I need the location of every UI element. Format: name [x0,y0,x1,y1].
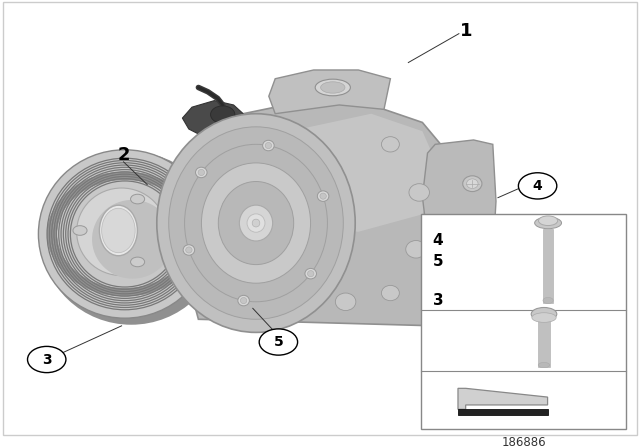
Ellipse shape [315,79,351,96]
Ellipse shape [531,307,557,321]
Text: 3: 3 [433,293,444,307]
Text: 1: 1 [460,22,472,39]
Polygon shape [269,70,390,114]
Polygon shape [224,114,442,232]
Ellipse shape [307,271,314,277]
Ellipse shape [317,191,329,202]
Ellipse shape [241,297,247,304]
Ellipse shape [196,167,207,178]
Ellipse shape [381,137,399,152]
Ellipse shape [169,127,343,319]
Ellipse shape [239,205,273,241]
Ellipse shape [99,205,138,256]
Ellipse shape [467,179,478,189]
Ellipse shape [265,142,271,149]
Ellipse shape [92,200,173,279]
Ellipse shape [538,216,557,225]
Text: 3: 3 [42,353,52,366]
Ellipse shape [186,247,192,253]
Ellipse shape [538,362,550,368]
Text: 186886: 186886 [501,436,546,448]
Ellipse shape [202,163,310,283]
Ellipse shape [321,82,345,93]
Ellipse shape [211,106,235,123]
FancyBboxPatch shape [421,214,626,429]
Polygon shape [422,140,496,267]
FancyBboxPatch shape [458,409,548,414]
Circle shape [518,173,557,199]
Ellipse shape [184,144,328,302]
Ellipse shape [543,297,553,304]
Ellipse shape [73,226,87,235]
Ellipse shape [532,313,556,323]
Text: 5: 5 [433,254,444,269]
Ellipse shape [157,114,355,332]
Ellipse shape [102,208,135,253]
Ellipse shape [218,181,294,265]
Ellipse shape [238,295,250,306]
Ellipse shape [247,214,265,232]
Circle shape [259,329,298,355]
Text: 4: 4 [532,179,543,193]
Text: 5: 5 [273,335,284,349]
Ellipse shape [305,268,316,279]
Ellipse shape [381,285,399,301]
Ellipse shape [131,257,145,267]
Ellipse shape [463,176,482,192]
Ellipse shape [252,219,260,227]
FancyBboxPatch shape [538,321,550,367]
Polygon shape [182,101,461,326]
Polygon shape [182,101,243,136]
Text: 4: 4 [433,233,444,248]
Ellipse shape [467,231,478,241]
Ellipse shape [463,228,482,244]
Ellipse shape [262,140,274,151]
Ellipse shape [409,184,429,201]
FancyBboxPatch shape [543,228,553,303]
Ellipse shape [198,169,205,176]
Ellipse shape [42,152,221,325]
Ellipse shape [38,150,211,318]
Text: 2: 2 [117,146,130,164]
Ellipse shape [183,245,195,255]
Polygon shape [162,223,214,236]
Ellipse shape [131,194,145,204]
Ellipse shape [335,293,356,310]
Circle shape [28,346,66,373]
Ellipse shape [292,128,310,143]
Ellipse shape [534,217,561,228]
Ellipse shape [77,188,166,276]
Ellipse shape [406,241,426,258]
Ellipse shape [320,193,326,199]
Polygon shape [458,388,548,409]
